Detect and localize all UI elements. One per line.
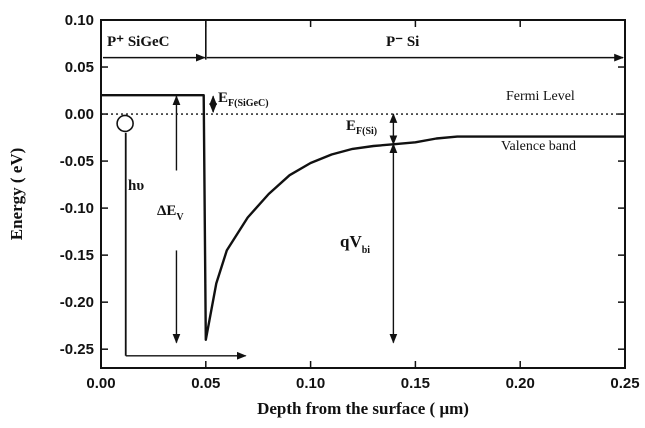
x-axis: 0.00 0.05 0.10 0.15 0.20 0.25 bbox=[86, 20, 640, 392]
y-tick-label: 0.10 bbox=[65, 12, 94, 29]
x-tick-label: 0.05 bbox=[191, 375, 220, 392]
hv-label: hυ bbox=[128, 178, 144, 194]
delta-ev-sub: V bbox=[176, 212, 184, 223]
delta-ev-label: ΔEV bbox=[157, 203, 184, 223]
region-label-sigec: P⁺ SiGeC bbox=[107, 34, 170, 50]
ef-sigec-sub: F(SiGeC) bbox=[228, 98, 269, 109]
qvbi-main: qV bbox=[340, 232, 362, 251]
y-axis: 0.10 0.05 0.00 -0.05 -0.10 -0.15 -0.20 -0.25 bbox=[60, 12, 625, 358]
valence-band-line bbox=[101, 93, 625, 341]
hole-circle bbox=[116, 114, 134, 133]
ef-si-main: E bbox=[346, 118, 356, 134]
plot-frame bbox=[100, 19, 626, 369]
y-tick-label: -0.10 bbox=[60, 200, 94, 217]
ef-si-sub: F(Si) bbox=[356, 126, 377, 137]
qvbi-sub: bi bbox=[362, 245, 371, 256]
x-tick-label: 0.25 bbox=[610, 375, 639, 392]
y-tick-label: 0.05 bbox=[65, 59, 94, 76]
ef-si-label: EF(Si) bbox=[346, 118, 377, 137]
fermi-level-label: Fermi Level bbox=[506, 89, 575, 104]
y-tick-label: -0.15 bbox=[60, 247, 94, 264]
delta-ev-main: ΔE bbox=[157, 203, 176, 219]
x-axis-title: Depth from the surface ( μm) bbox=[257, 399, 469, 418]
y-axis-title: Energy ( eV) bbox=[7, 148, 26, 241]
x-tick-label: 0.20 bbox=[506, 375, 535, 392]
x-tick-label: 0.15 bbox=[401, 375, 430, 392]
valence-band-label: Valence band bbox=[501, 139, 576, 154]
y-tick-label: 0.00 bbox=[65, 106, 94, 123]
ef-sigec-main: E bbox=[218, 90, 228, 106]
region-label-si: P⁻ Si bbox=[386, 34, 419, 50]
y-tick-label: -0.20 bbox=[60, 294, 94, 311]
y-tick-label: -0.25 bbox=[60, 341, 94, 358]
x-tick-label: 0.10 bbox=[296, 375, 325, 392]
x-tick-label: 0.00 bbox=[86, 375, 115, 392]
chart-marks bbox=[101, 20, 625, 360]
qvbi-label: qVbi bbox=[340, 232, 370, 256]
y-tick-label: -0.05 bbox=[60, 153, 94, 170]
ef-sigec-label: EF(SiGeC) bbox=[218, 90, 269, 109]
